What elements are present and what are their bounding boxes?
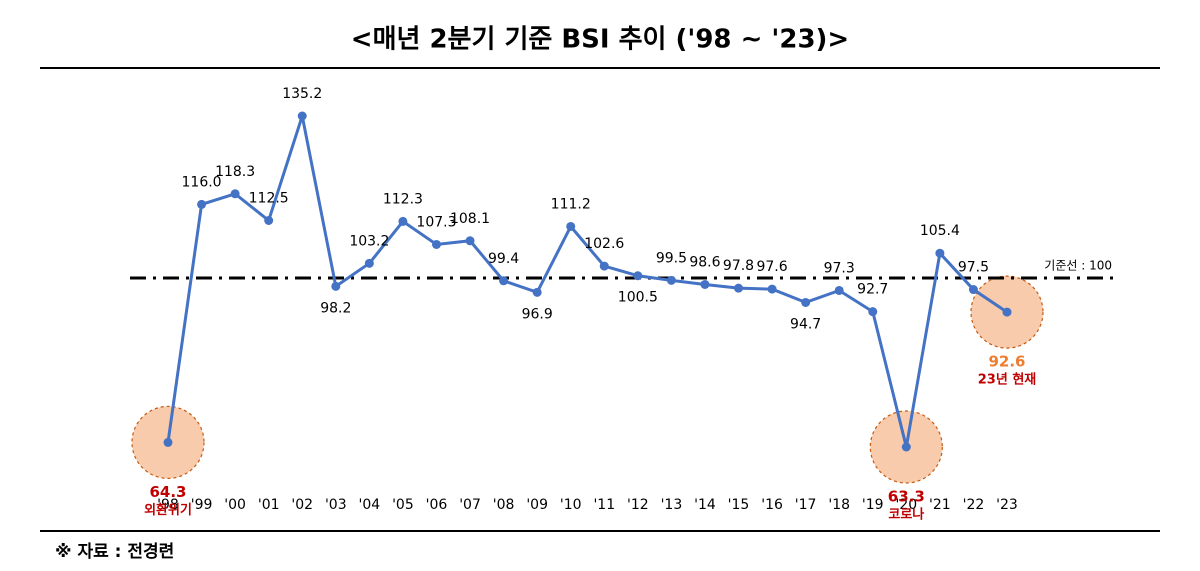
value-label: 102.6	[584, 236, 624, 252]
value-label: 105.4	[920, 223, 960, 239]
value-label: 103.2	[349, 233, 389, 249]
x-tick-label: '01	[258, 497, 280, 513]
data-point	[264, 216, 274, 226]
value-label: 99.5	[656, 250, 687, 266]
data-point	[935, 248, 945, 258]
data-point	[666, 275, 676, 285]
x-tick-label: '06	[426, 497, 448, 513]
x-tick-label: '19	[862, 497, 884, 513]
x-tick-label: '08	[493, 497, 515, 513]
value-label: 97.5	[958, 260, 989, 276]
x-tick-label: '11	[593, 497, 615, 513]
value-label: 111.2	[551, 196, 591, 212]
data-point	[801, 297, 811, 307]
data-point	[834, 285, 844, 295]
value-label: 64.3	[149, 483, 186, 501]
x-tick-label: '09	[526, 497, 548, 513]
x-tick-label: '03	[325, 497, 347, 513]
value-label: 96.9	[522, 306, 553, 322]
value-label: 97.8	[723, 258, 754, 274]
value-label: 92.6	[988, 353, 1025, 371]
x-tick-label: '02	[291, 497, 313, 513]
x-tick-label: '15	[728, 497, 750, 513]
data-point	[197, 199, 207, 209]
reference-label: 기준선 : 100	[1044, 259, 1112, 273]
value-label: 108.1	[450, 211, 490, 227]
data-point	[465, 236, 475, 246]
value-label: 92.7	[857, 282, 888, 298]
x-tick-label: '20	[895, 497, 917, 513]
value-label: 98.6	[689, 254, 720, 270]
data-point	[599, 261, 609, 271]
x-tick-label: '18	[828, 497, 850, 513]
value-label: 63.3	[888, 488, 925, 506]
x-tick-label: '99	[191, 497, 213, 513]
value-label: 99.4	[488, 251, 519, 267]
highlight-note: 23년 현재	[978, 372, 1037, 388]
x-tick-label: '16	[761, 497, 783, 513]
data-point	[968, 285, 978, 295]
data-point	[532, 287, 542, 297]
x-tick-label: '22	[963, 497, 985, 513]
x-tick-label: '13	[661, 497, 683, 513]
value-label: 107.3	[416, 214, 456, 230]
x-tick-label: '12	[627, 497, 649, 513]
data-point	[1002, 307, 1012, 317]
value-label: 97.6	[756, 259, 787, 275]
data-point	[901, 442, 911, 452]
data-point	[700, 279, 710, 289]
value-label: 116.0	[182, 174, 222, 190]
highlight-note: 코로나	[888, 507, 924, 523]
value-label: 135.2	[282, 86, 322, 102]
data-point	[767, 284, 777, 294]
data-point	[297, 111, 307, 121]
data-point	[734, 283, 744, 293]
x-tick-label: '07	[459, 497, 481, 513]
x-tick-label: '17	[795, 497, 817, 513]
value-label: 118.3	[215, 164, 255, 180]
data-point	[633, 271, 643, 281]
x-tick-label: '05	[392, 497, 414, 513]
x-tick-label: '10	[560, 497, 582, 513]
value-label: 112.3	[383, 191, 423, 207]
x-tick-label: '04	[359, 497, 381, 513]
data-point	[230, 189, 240, 199]
value-label: 112.5	[249, 191, 289, 207]
data-point	[163, 437, 173, 447]
data-point	[331, 281, 341, 291]
value-label: 94.7	[790, 316, 821, 332]
x-tick-label: '23	[996, 497, 1018, 513]
value-label: 100.5	[618, 290, 658, 306]
data-point	[364, 258, 374, 268]
chart-title: <매년 2분기 기준 BSI 추이 ('98 ~ '23)>	[351, 25, 849, 55]
data-point	[566, 221, 576, 231]
data-point	[499, 276, 509, 286]
data-point	[431, 239, 441, 249]
value-label: 97.3	[824, 260, 855, 276]
x-tick-label: '00	[224, 497, 246, 513]
data-point	[398, 216, 408, 226]
x-tick-label: '14	[694, 497, 716, 513]
x-tick-label: '98	[157, 497, 179, 513]
highlight-note: 외환위기	[144, 502, 192, 518]
data-point	[868, 307, 878, 317]
data-line	[166, 115, 1008, 448]
value-label: 98.2	[320, 300, 351, 316]
source-note: ※ 자료 : 전경련	[55, 542, 174, 562]
x-tick-label: '21	[929, 497, 951, 513]
